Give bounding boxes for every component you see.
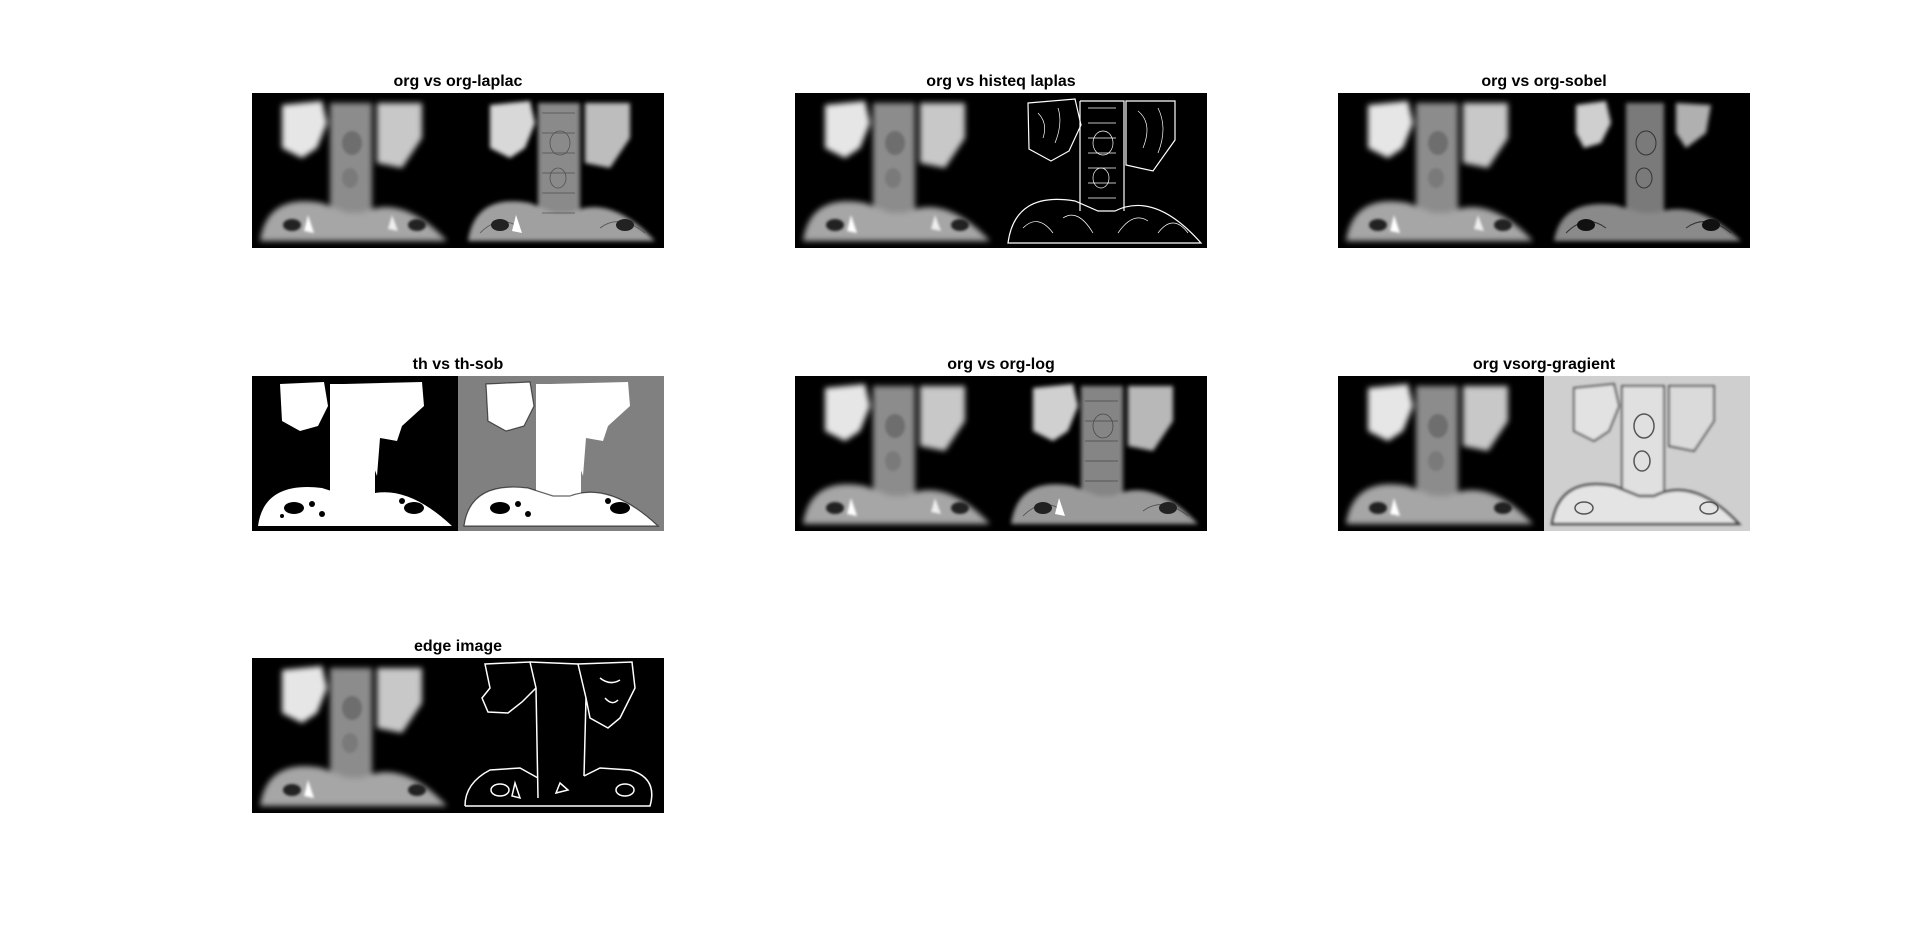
histeq-edge-image: [1007, 98, 1203, 244]
subplot-title: th vs th-sob: [412, 356, 504, 373]
subplot-title: org vs org-sobel: [1481, 73, 1607, 90]
edge-outline-image: [464, 661, 653, 807]
original-scan-image: [1346, 101, 1533, 241]
subplot-org-vsorg-gragient: org vsorg-gragient: [1338, 356, 1750, 531]
original-scan-image: [803, 384, 990, 524]
image-pair: [795, 93, 1207, 248]
subplot-org-vs-org-sobel: org vs org-sobel: [1338, 73, 1750, 248]
original-scan-image: [260, 666, 447, 806]
subplot-title: org vs org-log: [947, 356, 1055, 373]
subplot-title: org vs org-laplac: [393, 73, 523, 90]
original-scan-image: [1346, 384, 1533, 524]
gradient-scan-image: [1550, 382, 1742, 526]
subplot-edge-image: edge image: [252, 638, 664, 813]
subplot-title: org vsorg-gragient: [1472, 356, 1616, 373]
subplot-title: edge image: [413, 638, 503, 655]
image-pair: [795, 376, 1207, 531]
subplot-org-vs-histeq-laplas: org vs histeq laplas: [795, 73, 1207, 248]
laplacian-scan-image: [468, 101, 655, 241]
image-pair: [252, 376, 664, 531]
image-pair: [252, 658, 664, 813]
subplot-th-vs-th-sob: th vs th-sob: [252, 356, 664, 531]
subplot-org-vs-org-log: org vs org-log: [795, 356, 1207, 531]
subplot-org-vs-org-laplac: org vs org-laplac: [252, 73, 664, 248]
image-pair: [252, 93, 664, 248]
subplot-title: org vs histeq laplas: [926, 73, 1076, 90]
threshold-image: [258, 382, 452, 526]
image-pair: [1338, 376, 1750, 531]
image-pair: [1338, 93, 1750, 248]
original-scan-image: [260, 101, 447, 241]
log-scan-image: [1011, 384, 1198, 524]
threshold-sobel-image: [463, 381, 660, 527]
original-scan-image: [803, 101, 990, 241]
sobel-scan-image: [1554, 101, 1741, 241]
